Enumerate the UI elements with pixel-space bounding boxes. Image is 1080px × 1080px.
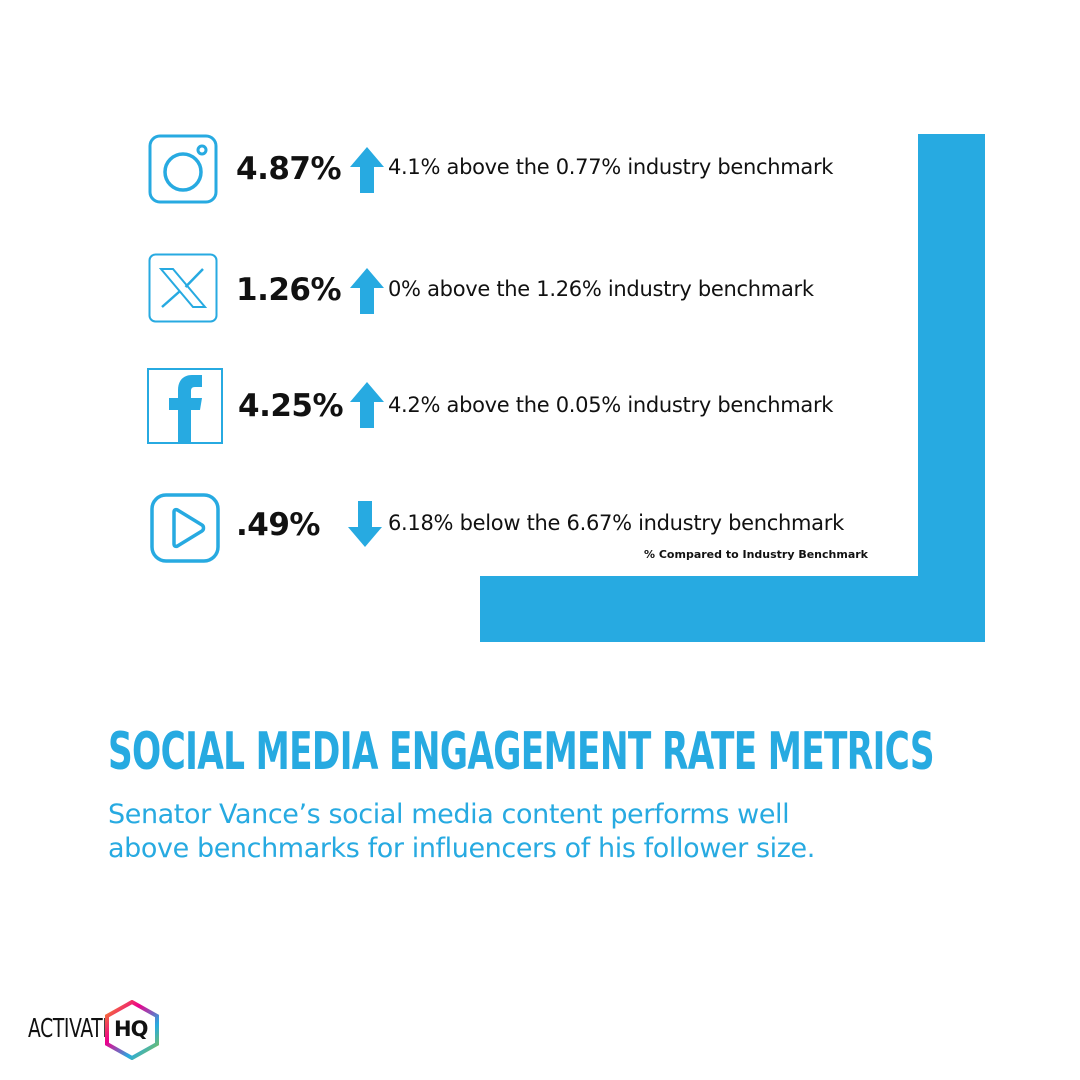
arrow-up-icon (350, 382, 384, 428)
logo-mark: HQ (114, 1017, 148, 1041)
benchmark-comparison: 4.1% above the 0.77% industry benchmark (388, 155, 834, 179)
engagement-rate: 1.26% (236, 272, 342, 308)
x-icon (148, 253, 218, 323)
benchmark-comparison: 0% above the 1.26% industry benchmark (388, 277, 814, 301)
engagement-rate: 4.25% (238, 388, 344, 424)
activate-hq-logo: ACTIVATE HQ (28, 1000, 188, 1060)
logo-wordmark: ACTIVATE (28, 1014, 114, 1044)
benchmark-comparison: 4.2% above the 0.05% industry benchmark (388, 393, 834, 417)
summary-line-1: Senator Vance’s social media content per… (108, 799, 790, 830)
instagram-icon (148, 134, 218, 204)
arrow-up-icon (350, 268, 384, 314)
metric-row-instagram: 4.87% 4.1% above the 0.77% industry benc… (0, 130, 1080, 210)
decorative-frame-horizontal (480, 576, 985, 642)
arrow-up-icon (350, 147, 384, 193)
benchmark-comparison: 6.18% below the 6.67% industry benchmark (388, 511, 844, 535)
play-icon (150, 493, 220, 563)
hexagon-icon (105, 1000, 159, 1060)
benchmark-footnote: % Compared to Industry Benchmark (644, 548, 868, 561)
metric-row-youtube: .49% 6.18% below the 6.67% industry benc… (0, 490, 1080, 570)
decorative-frame-vertical (918, 134, 985, 642)
metric-row-facebook: 4.25% 4.2% above the 0.05% industry benc… (0, 366, 1080, 446)
page-title: SOCIAL MEDIA ENGAGEMENT RATE METRICS (108, 722, 935, 782)
metric-row-x: 1.26% 0% above the 1.26% industry benchm… (0, 252, 1080, 332)
engagement-rate: .49% (236, 507, 320, 543)
arrow-down-icon (348, 501, 382, 547)
engagement-rate: 4.87% (236, 151, 342, 187)
summary-text: Senator Vance’s social media content per… (108, 798, 968, 866)
summary-line-2: above benchmarks for influencers of his … (108, 833, 815, 864)
facebook-icon (147, 368, 223, 444)
